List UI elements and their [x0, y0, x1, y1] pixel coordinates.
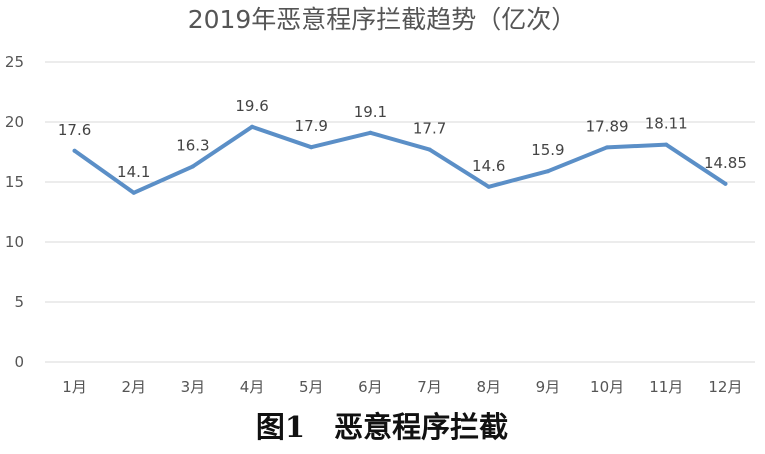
data-label: 19.6	[235, 97, 268, 115]
data-point	[545, 169, 550, 174]
data-label: 18.11	[645, 115, 688, 133]
data-label: 19.1	[354, 103, 387, 121]
x-tick-label: 6月	[358, 378, 383, 396]
y-tick-label: 5	[14, 293, 24, 311]
x-tick-label: 3月	[181, 378, 206, 396]
data-label: 14.85	[704, 154, 747, 172]
data-label: 14.1	[117, 163, 150, 181]
data-point	[664, 142, 669, 147]
x-tick-label: 12月	[708, 378, 742, 396]
y-tick-label: 10	[5, 233, 24, 251]
x-axis-tick-labels: 1月 2月 3月 4月 5月 6月 7月 8月 9月 10月 11月 12月	[62, 378, 742, 396]
data-point	[309, 145, 314, 150]
x-tick-label: 8月	[476, 378, 501, 396]
data-point	[190, 164, 195, 169]
data-label: 14.6	[472, 157, 505, 175]
data-point	[486, 184, 491, 189]
series-line	[72, 124, 728, 195]
chart-title: 2019年恶意程序拦截趋势（亿次）	[188, 5, 577, 34]
x-tick-label: 1月	[62, 378, 87, 396]
gridlines	[45, 61, 755, 363]
x-tick-label: 7月	[417, 378, 442, 396]
data-point	[250, 124, 255, 129]
x-tick-label: 9月	[536, 378, 561, 396]
data-point	[368, 130, 373, 135]
data-point	[131, 190, 136, 195]
y-tick-label: 15	[5, 173, 24, 191]
x-tick-label: 4月	[240, 378, 265, 396]
figure-caption: 图1 恶意程序拦截	[256, 410, 508, 444]
data-label: 17.7	[413, 120, 446, 138]
series-line-group	[72, 124, 728, 195]
data-point	[723, 181, 728, 186]
data-label: 17.89	[586, 117, 629, 135]
y-axis-tick-labels: 0 5 10 15 20 25	[5, 53, 24, 371]
data-label: 16.3	[176, 136, 209, 154]
x-tick-label: 11月	[649, 378, 683, 396]
data-point	[72, 148, 77, 153]
data-label: 17.9	[295, 117, 328, 135]
x-tick-label: 10月	[590, 378, 624, 396]
data-point	[605, 145, 610, 150]
data-label: 15.9	[531, 141, 564, 159]
y-tick-label: 25	[5, 53, 24, 71]
data-point	[427, 147, 432, 152]
y-tick-label: 0	[14, 353, 24, 371]
y-tick-label: 20	[5, 113, 24, 131]
x-tick-label: 5月	[299, 378, 324, 396]
data-label: 17.6	[58, 121, 91, 139]
data-labels: 17.6 14.1 16.3 19.6 17.9 19.1 17.7 14.6 15.9 17.8…	[58, 97, 747, 181]
x-tick-label: 2月	[121, 378, 146, 396]
